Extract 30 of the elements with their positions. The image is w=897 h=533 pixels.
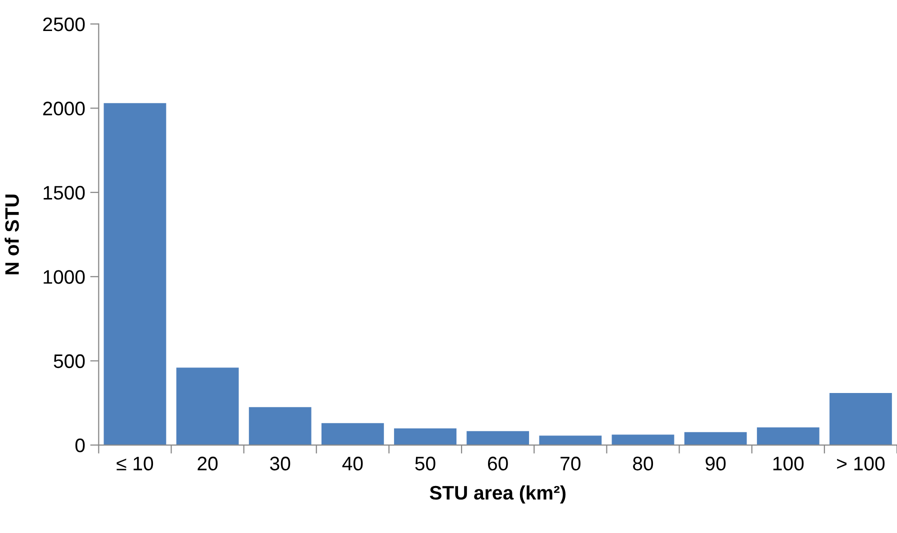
bar [612,434,674,446]
x-tick-label: 50 [415,456,436,470]
y-tick-label: 1000 [44,270,85,284]
bar [176,368,239,446]
bar [248,407,312,446]
x-axis-title: STU area (km²) [430,485,566,504]
bar [104,103,166,446]
x-tick-label: 20 [198,456,218,470]
bar [539,436,602,446]
x-tick-label: 30 [270,456,290,470]
x-tick-label: 100 [773,456,804,470]
x-tick-label: 90 [706,456,726,470]
x-tick-label: ≤ 10 [116,456,154,470]
bar [321,423,384,446]
bar [830,393,892,446]
bar [466,431,530,446]
x-tick-label: 60 [488,456,508,470]
bar [394,428,456,446]
y-tick-label: 2500 [43,17,85,32]
y-axis-title: N of STU [4,194,19,274]
y-tick-label: 2000 [43,102,85,116]
y-tick-label: 1500 [44,186,85,200]
x-tick-label: 80 [633,456,654,470]
x-tick-label: > 100 [837,456,885,470]
y-tick-label: 500 [54,354,85,368]
bar [684,432,747,446]
x-tick-label: 70 [560,456,580,470]
y-tick-label: 0 [75,438,85,452]
bar [756,427,820,446]
x-tick-label: 40 [342,456,363,470]
